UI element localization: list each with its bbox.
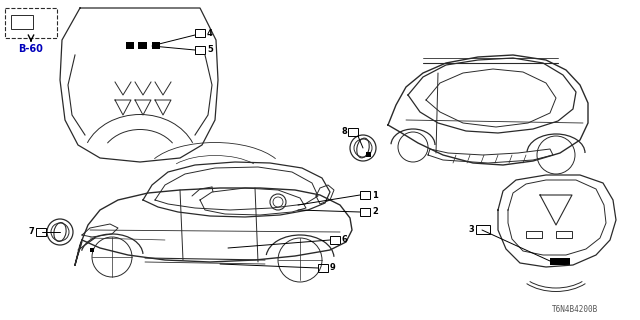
Bar xyxy=(476,225,490,234)
Bar xyxy=(366,152,371,157)
Bar xyxy=(195,29,205,37)
Text: 2: 2 xyxy=(372,207,378,217)
Text: 3: 3 xyxy=(468,226,474,235)
Text: 4: 4 xyxy=(207,28,213,37)
Bar xyxy=(152,42,160,49)
Bar xyxy=(36,228,46,236)
Bar xyxy=(195,46,205,54)
Bar xyxy=(348,128,358,136)
Text: B-60: B-60 xyxy=(19,44,44,54)
Bar xyxy=(360,208,370,216)
Bar xyxy=(138,42,147,49)
Text: 7: 7 xyxy=(28,228,34,236)
Bar xyxy=(318,264,328,272)
Bar xyxy=(550,258,570,265)
Bar xyxy=(126,42,134,49)
Bar xyxy=(556,231,572,238)
Bar xyxy=(330,236,340,244)
Bar xyxy=(90,248,94,252)
Text: 8: 8 xyxy=(341,127,347,137)
Text: 1: 1 xyxy=(372,190,378,199)
Text: 6: 6 xyxy=(342,236,348,244)
Text: 9: 9 xyxy=(330,263,336,273)
Bar xyxy=(11,15,33,29)
Text: 5: 5 xyxy=(207,45,213,54)
Bar xyxy=(5,8,57,38)
Text: T6N4B4200B: T6N4B4200B xyxy=(552,305,598,314)
Bar xyxy=(526,231,542,238)
Bar xyxy=(360,191,370,199)
